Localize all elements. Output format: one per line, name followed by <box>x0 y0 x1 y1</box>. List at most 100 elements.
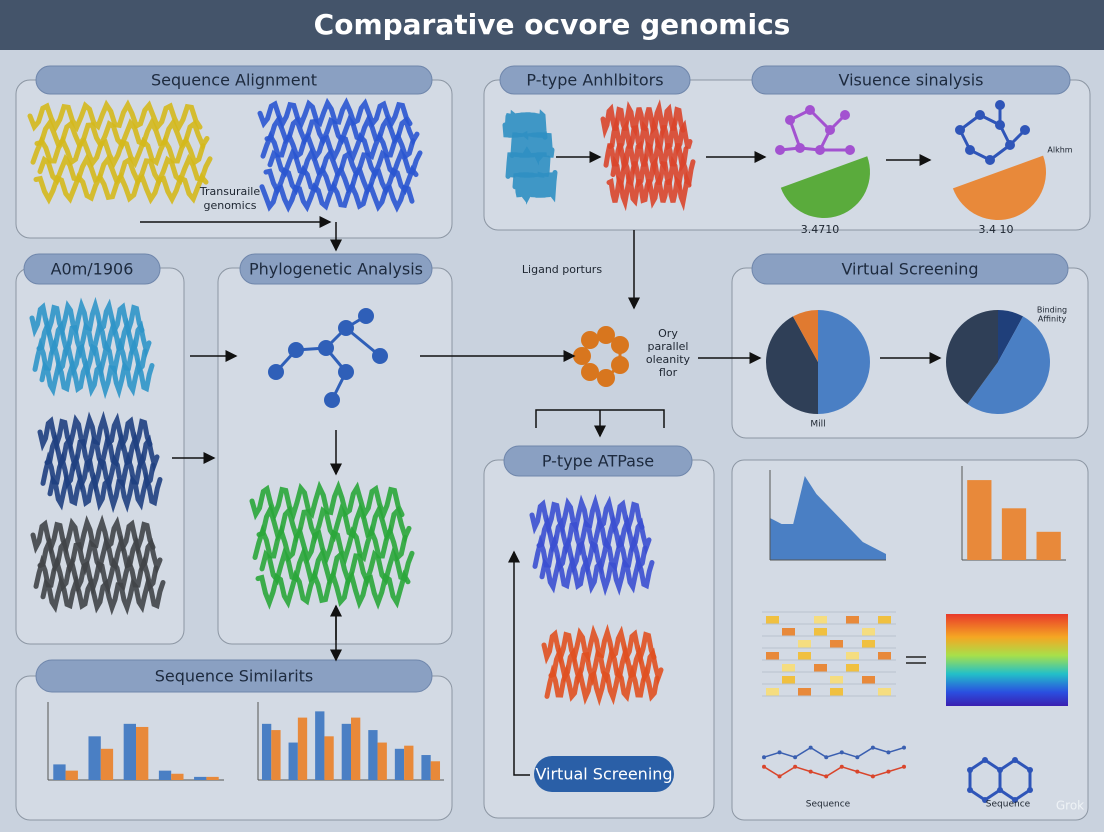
point <box>808 769 813 774</box>
point <box>902 764 906 769</box>
heat-cell <box>878 652 891 660</box>
atom <box>338 364 354 380</box>
atom <box>967 767 973 773</box>
atom <box>985 155 995 165</box>
bond <box>999 758 1016 772</box>
pie-slice <box>792 310 818 362</box>
pie-slice <box>945 310 998 405</box>
pie-slice <box>998 310 1024 362</box>
annotation: Ligand porturs <box>522 263 602 276</box>
annotation: Transuraile <box>199 185 260 198</box>
bond <box>984 788 1001 802</box>
heat-cell <box>862 628 875 636</box>
atom <box>975 110 985 120</box>
heat-cell <box>798 688 811 696</box>
panel-title: Sequence Similarits <box>155 667 314 686</box>
point <box>777 774 782 779</box>
atom <box>982 757 988 763</box>
heat-cell <box>830 640 843 648</box>
protein-strand <box>512 170 558 205</box>
heat-cell <box>846 652 859 660</box>
atom <box>1020 125 1030 135</box>
heat-cell <box>814 628 827 636</box>
panel-header <box>751 65 1071 95</box>
atom <box>815 145 825 155</box>
heat-cell <box>782 676 795 684</box>
protein-strand <box>33 171 209 205</box>
point <box>886 750 891 755</box>
bar <box>65 770 78 780</box>
atom <box>268 364 284 380</box>
bond <box>969 758 986 772</box>
atom <box>318 340 334 356</box>
bar <box>53 764 66 780</box>
atom <box>997 787 1003 793</box>
annotation: Grok <box>1056 799 1084 813</box>
annotation: oleanity <box>646 353 691 366</box>
heat-cell <box>846 664 859 672</box>
bond <box>969 788 986 802</box>
half-disc <box>780 156 870 218</box>
point <box>808 745 813 750</box>
point <box>824 755 829 760</box>
bar <box>123 723 136 780</box>
bond <box>999 788 1016 802</box>
heat-cell <box>798 640 811 648</box>
bar <box>261 723 272 780</box>
atom <box>581 363 599 381</box>
annotation: Mill <box>810 420 825 430</box>
line <box>763 765 905 778</box>
bar <box>297 717 308 780</box>
atom <box>965 145 975 155</box>
panel-header <box>35 65 433 95</box>
point <box>886 769 891 774</box>
bond <box>1014 758 1031 772</box>
bar <box>368 730 378 780</box>
bar <box>421 755 431 780</box>
atom <box>785 115 795 125</box>
atom <box>358 308 374 324</box>
protein-strand <box>610 152 696 193</box>
protein-strand <box>40 574 166 616</box>
heat-cell <box>782 628 795 636</box>
atom <box>995 100 1005 110</box>
annotation: genomics <box>203 199 256 212</box>
protein-strand <box>539 553 655 597</box>
bar <box>88 736 101 780</box>
point <box>870 745 875 750</box>
heat-cell <box>862 676 875 684</box>
annotation: Binding <box>1037 306 1067 315</box>
panel-title: Phylogenetic Analysis <box>249 260 423 279</box>
heatmap <box>946 614 1068 706</box>
line <box>763 746 905 759</box>
bar <box>967 480 992 560</box>
bond <box>1014 788 1031 802</box>
atom <box>840 110 850 120</box>
button-label[interactable]: Virtual Screening <box>535 765 672 784</box>
point <box>777 750 782 755</box>
annotation: Sequence <box>986 800 1031 810</box>
bar <box>271 730 281 780</box>
atom <box>1027 787 1033 793</box>
bar <box>404 745 414 780</box>
atom <box>982 797 988 803</box>
pie-slice <box>766 316 818 414</box>
button[interactable] <box>534 756 674 792</box>
annotation: Ory <box>658 327 678 340</box>
atom <box>795 143 805 153</box>
panel-header <box>239 253 433 285</box>
atom <box>1012 757 1018 763</box>
protein-strand <box>39 356 155 400</box>
pie-slice <box>818 310 870 414</box>
heat-cell <box>798 652 811 660</box>
point <box>855 755 860 760</box>
panel-header <box>23 253 161 285</box>
point <box>902 745 906 750</box>
atom <box>967 787 973 793</box>
annotation: parallel <box>648 340 689 353</box>
atom <box>1027 767 1033 773</box>
heat-cell <box>782 664 795 672</box>
protein-strand <box>47 470 163 514</box>
annotation: Alkhm <box>1047 146 1072 155</box>
